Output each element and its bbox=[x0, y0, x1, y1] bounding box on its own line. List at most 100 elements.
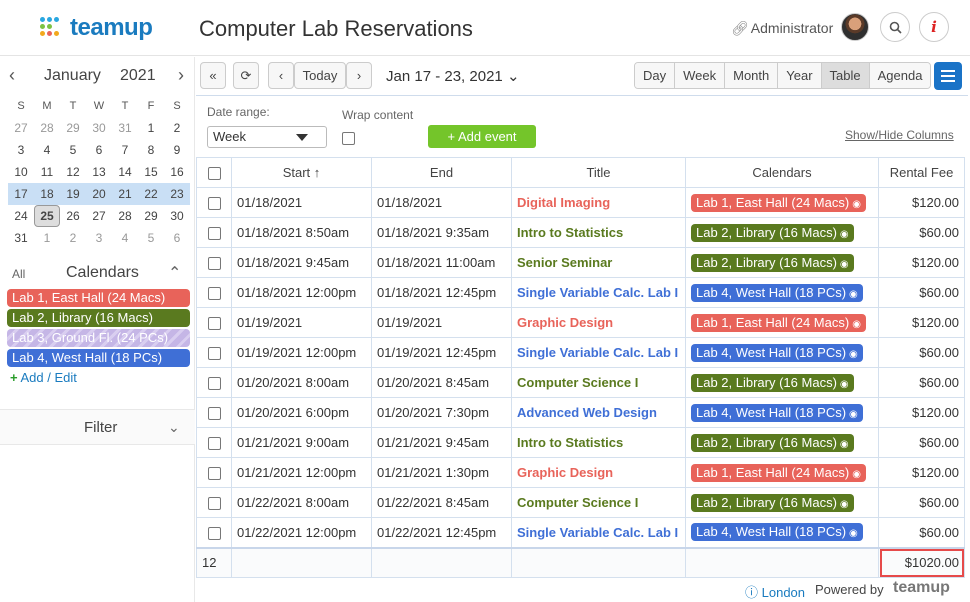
mini-calendar-day[interactable]: 8 bbox=[147, 143, 155, 157]
search-button[interactable] bbox=[880, 12, 910, 42]
calendar-badge[interactable]: Lab 1, East Hall (24 Macs) ◉ bbox=[691, 463, 866, 482]
mini-calendar-day[interactable]: 23 bbox=[164, 183, 190, 205]
mini-calendar-day[interactable]: 17 bbox=[8, 183, 34, 205]
calendar-badge[interactable]: Lab 4, West Hall (18 PCs) ◉ bbox=[691, 283, 863, 302]
today-button[interactable]: Today bbox=[294, 62, 346, 89]
mini-calendar-day[interactable]: 29 bbox=[144, 209, 158, 223]
title-cell[interactable]: Computer Science I bbox=[511, 367, 686, 398]
column-header-title[interactable]: Title bbox=[511, 157, 686, 188]
calendar-badge[interactable]: Lab 1, East Hall (24 Macs) ◉ bbox=[691, 193, 866, 212]
row-checkbox[interactable] bbox=[207, 287, 221, 301]
add-event-button[interactable]: + Add event bbox=[428, 125, 536, 148]
mini-calendar-day[interactable]: 30 bbox=[170, 209, 184, 223]
info-button[interactable]: i bbox=[919, 12, 949, 42]
calendar-item[interactable]: Lab 3, Ground Fl. (24 PCs) bbox=[7, 329, 190, 347]
mini-calendar-day[interactable]: 27 bbox=[14, 121, 28, 135]
table-row[interactable]: 01/21/2021 12:00pm 01/21/2021 1:30pm Graph… bbox=[196, 457, 965, 488]
calendar-badge[interactable]: Lab 2, Library (16 Macs) ◉ bbox=[691, 493, 854, 512]
mini-calendar-day[interactable]: 9 bbox=[173, 143, 181, 157]
teamup-logo[interactable]: teamup bbox=[40, 14, 153, 42]
calendar-badge[interactable]: Lab 4, West Hall (18 PCs) ◉ bbox=[691, 343, 863, 362]
mini-calendar-day[interactable]: 11 bbox=[40, 165, 54, 179]
mini-calendar-day[interactable]: 2 bbox=[69, 231, 77, 245]
footer-brand-logo[interactable]: teamup bbox=[893, 579, 950, 596]
row-checkbox[interactable] bbox=[207, 497, 221, 511]
mini-calendar-day[interactable]: 2 bbox=[173, 121, 181, 135]
row-checkbox[interactable] bbox=[207, 197, 221, 211]
row-checkbox[interactable] bbox=[207, 347, 221, 361]
calendar-item[interactable]: Lab 1, East Hall (24 Macs) bbox=[7, 289, 190, 307]
calendar-badge[interactable]: Lab 1, East Hall (24 Macs) ◉ bbox=[691, 313, 866, 332]
mini-calendar-day[interactable]: 29 bbox=[66, 121, 80, 135]
title-cell[interactable]: Computer Science I bbox=[511, 487, 686, 518]
chevron-up-icon[interactable]: ⌃ bbox=[168, 265, 182, 282]
title-cell[interactable]: Graphic Design bbox=[511, 307, 686, 338]
table-row[interactable]: 01/18/2021 12:00pm 01/18/2021 12:45pm Sing… bbox=[196, 277, 965, 308]
mini-calendar-day[interactable]: 10 bbox=[14, 165, 28, 179]
calendar-badge[interactable]: Lab 4, West Hall (18 PCs) ◉ bbox=[691, 403, 863, 422]
add-edit-calendars-link[interactable]: + Add / Edit bbox=[10, 370, 195, 385]
mini-year[interactable]: 2021 bbox=[120, 67, 156, 84]
mini-month[interactable]: January bbox=[44, 67, 101, 84]
column-header-start[interactable]: Start ↑ bbox=[231, 157, 372, 188]
mini-calendar-day[interactable]: 5 bbox=[147, 231, 155, 245]
row-checkbox[interactable] bbox=[207, 467, 221, 481]
mini-calendar-day[interactable]: 21 bbox=[112, 183, 138, 205]
title-cell[interactable]: Advanced Web Design bbox=[511, 397, 686, 428]
mini-calendar-day[interactable]: 15 bbox=[144, 165, 158, 179]
mini-calendar-day[interactable]: 28 bbox=[118, 209, 132, 223]
mini-calendar-day[interactable]: 4 bbox=[121, 231, 129, 245]
row-checkbox[interactable] bbox=[207, 377, 221, 391]
view-button-table[interactable]: Table bbox=[821, 63, 870, 88]
date-range-select[interactable]: Week bbox=[207, 126, 327, 148]
avatar[interactable] bbox=[841, 13, 869, 41]
mini-calendar-day[interactable]: 22 bbox=[138, 183, 164, 205]
view-button-week[interactable]: Week bbox=[675, 63, 726, 88]
mini-calendar-day[interactable]: 18 bbox=[34, 183, 60, 205]
table-row[interactable]: 01/19/2021 12:00pm 01/19/2021 12:45pm Sing… bbox=[196, 337, 965, 368]
column-header-fee[interactable]: Rental Fee bbox=[878, 157, 965, 188]
mini-calendar-day[interactable]: 14 bbox=[118, 165, 132, 179]
mini-calendar-day[interactable]: 30 bbox=[92, 121, 106, 135]
mini-calendar-day[interactable]: 31 bbox=[118, 121, 132, 135]
row-checkbox[interactable] bbox=[207, 257, 221, 271]
table-row[interactable]: 01/22/2021 8:00am 01/22/2021 8:45am Comput… bbox=[196, 487, 965, 518]
calendar-item[interactable]: Lab 4, West Hall (18 PCs) bbox=[7, 349, 190, 367]
prev-period-button[interactable]: ‹ bbox=[268, 62, 294, 89]
row-checkbox[interactable] bbox=[207, 526, 221, 540]
table-row[interactable]: 01/18/2021 8:50am 01/18/2021 9:35am Intro … bbox=[196, 217, 965, 248]
mini-calendar-day[interactable]: 6 bbox=[173, 231, 181, 245]
mini-calendar-day[interactable]: 3 bbox=[17, 143, 25, 157]
mini-calendar-day[interactable]: 27 bbox=[92, 209, 106, 223]
row-checkbox[interactable] bbox=[207, 317, 221, 331]
all-calendars-toggle[interactable]: All bbox=[12, 267, 26, 281]
select-all-checkbox[interactable] bbox=[207, 167, 221, 181]
main-menu-button[interactable] bbox=[934, 62, 962, 90]
title-cell[interactable]: Senior Seminar bbox=[511, 247, 686, 278]
user-link[interactable]: 🔗︎ Administrator bbox=[731, 20, 833, 37]
date-range-picker[interactable]: Jan 17 - 23, 2021 ⌄ bbox=[386, 67, 520, 85]
title-cell[interactable]: Digital Imaging bbox=[511, 187, 686, 218]
mini-calendar-day[interactable]: 1 bbox=[43, 231, 51, 245]
view-button-year[interactable]: Year bbox=[778, 63, 822, 88]
mini-calendar-day[interactable]: 4 bbox=[43, 143, 51, 157]
timezone-link[interactable]: ⓘ London bbox=[745, 582, 805, 601]
mini-calendar-day[interactable]: 3 bbox=[95, 231, 103, 245]
title-cell[interactable]: Intro to Statistics bbox=[511, 427, 686, 458]
mini-calendar-day[interactable]: 5 bbox=[69, 143, 77, 157]
mini-calendar-day[interactable]: 28 bbox=[40, 121, 54, 135]
table-row[interactable]: 01/18/2021 01/18/2021 Digital Imaging Lab 1… bbox=[196, 187, 965, 218]
title-cell[interactable]: Single Variable Calc. Lab I bbox=[511, 517, 686, 548]
mini-calendar-day[interactable]: 13 bbox=[92, 165, 106, 179]
calendar-badge[interactable]: Lab 2, Library (16 Macs) ◉ bbox=[691, 433, 854, 452]
back-to-start-button[interactable]: « bbox=[200, 62, 226, 89]
column-header-end[interactable]: End bbox=[371, 157, 512, 188]
refresh-button[interactable]: ⟳ bbox=[233, 62, 259, 89]
prev-month-icon[interactable]: ‹ bbox=[9, 65, 15, 85]
next-month-icon[interactable]: › bbox=[178, 65, 184, 85]
next-period-button[interactable]: › bbox=[346, 62, 372, 89]
table-row[interactable]: 01/19/2021 01/19/2021 Graphic Design Lab 1,… bbox=[196, 307, 965, 338]
table-row[interactable]: 01/18/2021 9:45am 01/18/2021 11:00am Senio… bbox=[196, 247, 965, 278]
table-row[interactable]: 01/20/2021 8:00am 01/20/2021 8:45am Comput… bbox=[196, 367, 965, 398]
wrap-content-checkbox[interactable] bbox=[342, 132, 355, 145]
